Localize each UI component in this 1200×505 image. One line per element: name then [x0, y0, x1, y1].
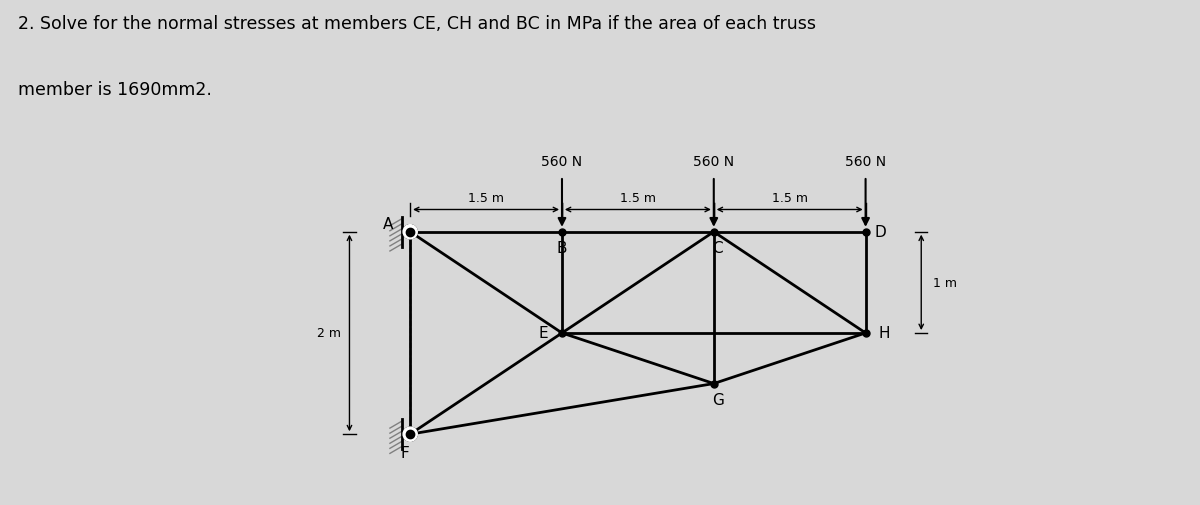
Text: C: C: [713, 241, 724, 256]
Text: 1.5 m: 1.5 m: [468, 192, 504, 205]
Circle shape: [403, 427, 418, 441]
Text: 1.5 m: 1.5 m: [772, 192, 808, 205]
Text: 560 N: 560 N: [845, 155, 886, 169]
Text: D: D: [875, 225, 887, 240]
Text: member is 1690mm2.: member is 1690mm2.: [18, 81, 212, 99]
Text: 560 N: 560 N: [541, 155, 582, 169]
Text: F: F: [401, 445, 409, 460]
Circle shape: [403, 225, 418, 239]
Text: 560 N: 560 N: [694, 155, 734, 169]
Text: 2 m: 2 m: [317, 327, 341, 340]
Text: A: A: [383, 217, 394, 232]
Text: 2. Solve for the normal stresses at members CE, CH and BC in MPa if the area of : 2. Solve for the normal stresses at memb…: [18, 15, 816, 33]
Text: 1.5 m: 1.5 m: [620, 192, 656, 205]
Text: B: B: [557, 241, 568, 256]
Text: 1 m: 1 m: [934, 276, 958, 289]
Circle shape: [403, 427, 418, 441]
Text: H: H: [878, 326, 889, 341]
Text: G: G: [712, 392, 724, 408]
Circle shape: [403, 225, 418, 239]
Text: E: E: [539, 326, 548, 341]
